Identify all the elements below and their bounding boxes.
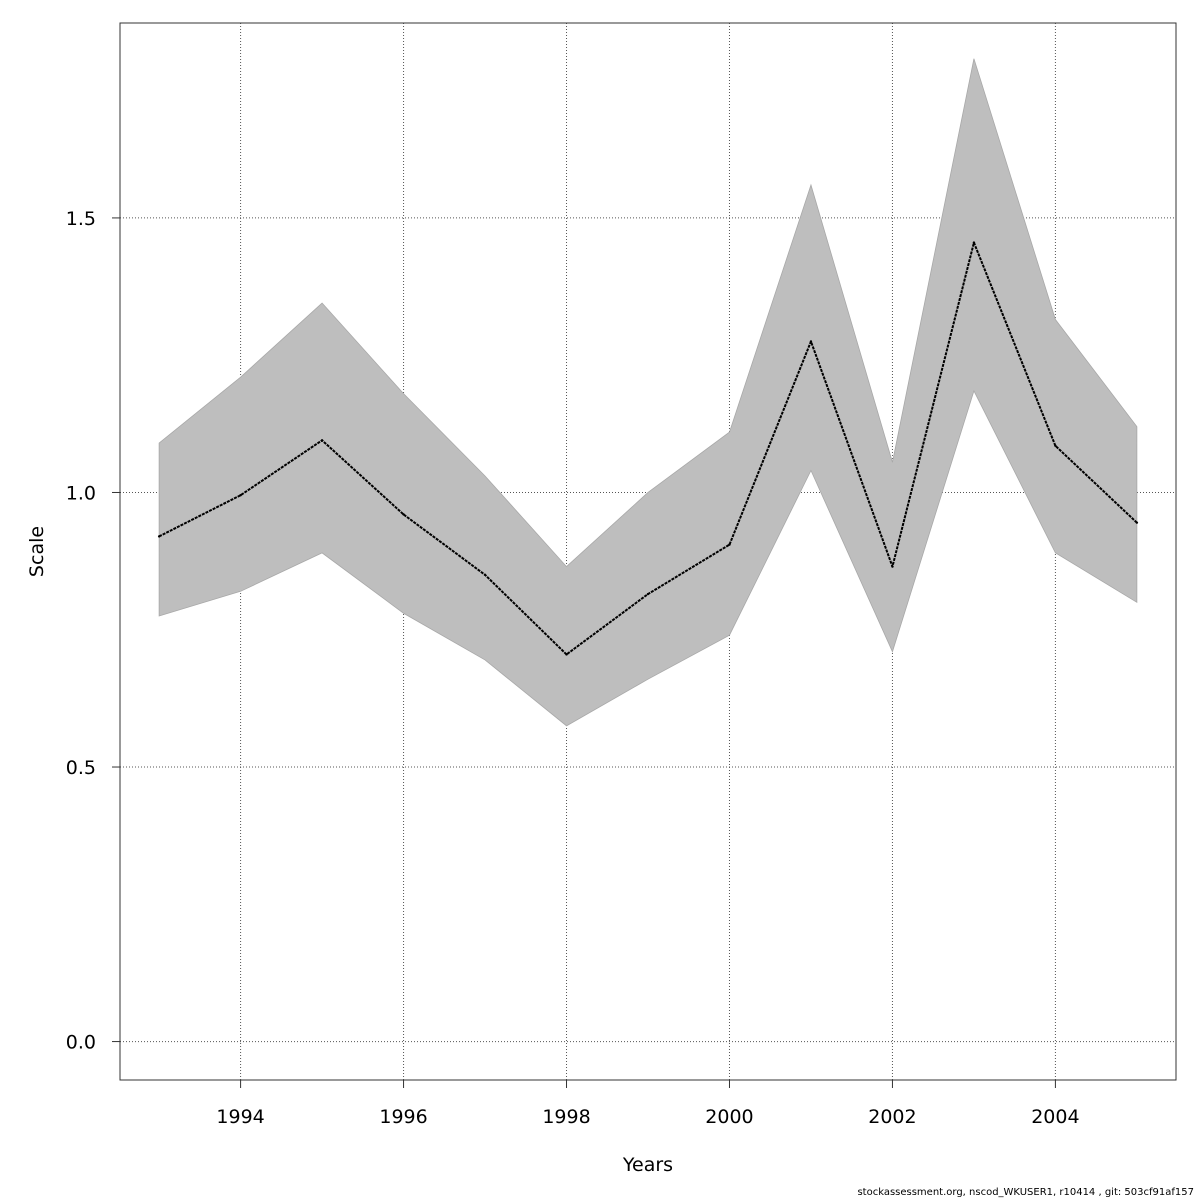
series-point: [402, 513, 405, 516]
y-tick-label: 0.5: [66, 757, 96, 779]
series-point: [646, 592, 650, 596]
series-point: [1054, 444, 1057, 447]
x-tick-label: 1994: [216, 1106, 264, 1128]
series-point: [157, 535, 161, 538]
series-point: [239, 494, 242, 497]
x-tick-label: 1998: [542, 1106, 590, 1128]
series-point: [483, 573, 487, 577]
series-points: [157, 241, 1139, 656]
x-tick-label: 2002: [868, 1106, 916, 1128]
y-tick-label: 0.0: [66, 1032, 96, 1054]
x-tick-label: 1996: [379, 1106, 427, 1128]
footer-credit: stockassessment.org, nscod_WKUSER1, r104…: [857, 1187, 1194, 1198]
x-tick-label: 2000: [705, 1106, 753, 1128]
plot-frame: [119, 22, 1177, 1081]
series-point: [891, 565, 894, 568]
y-tick-label: 1.5: [66, 208, 96, 230]
x-axis-title: Years: [622, 1154, 673, 1176]
x-tick-label: 2004: [1031, 1106, 1079, 1128]
series-point: [972, 241, 976, 244]
x-axis: 1994 1996 1998 2000 2002 2004: [216, 1080, 1080, 1128]
series-point: [809, 340, 813, 343]
series-point: [728, 543, 731, 546]
confidence-band: [158, 58, 1138, 727]
y-axis-title: Scale: [26, 526, 48, 577]
series-point: [1135, 521, 1139, 524]
series-point: [565, 653, 568, 656]
y-tick-label: 1.0: [66, 482, 96, 504]
series-point: [320, 439, 324, 442]
y-axis: 0.0 0.5 1.0 1.5: [66, 208, 120, 1054]
